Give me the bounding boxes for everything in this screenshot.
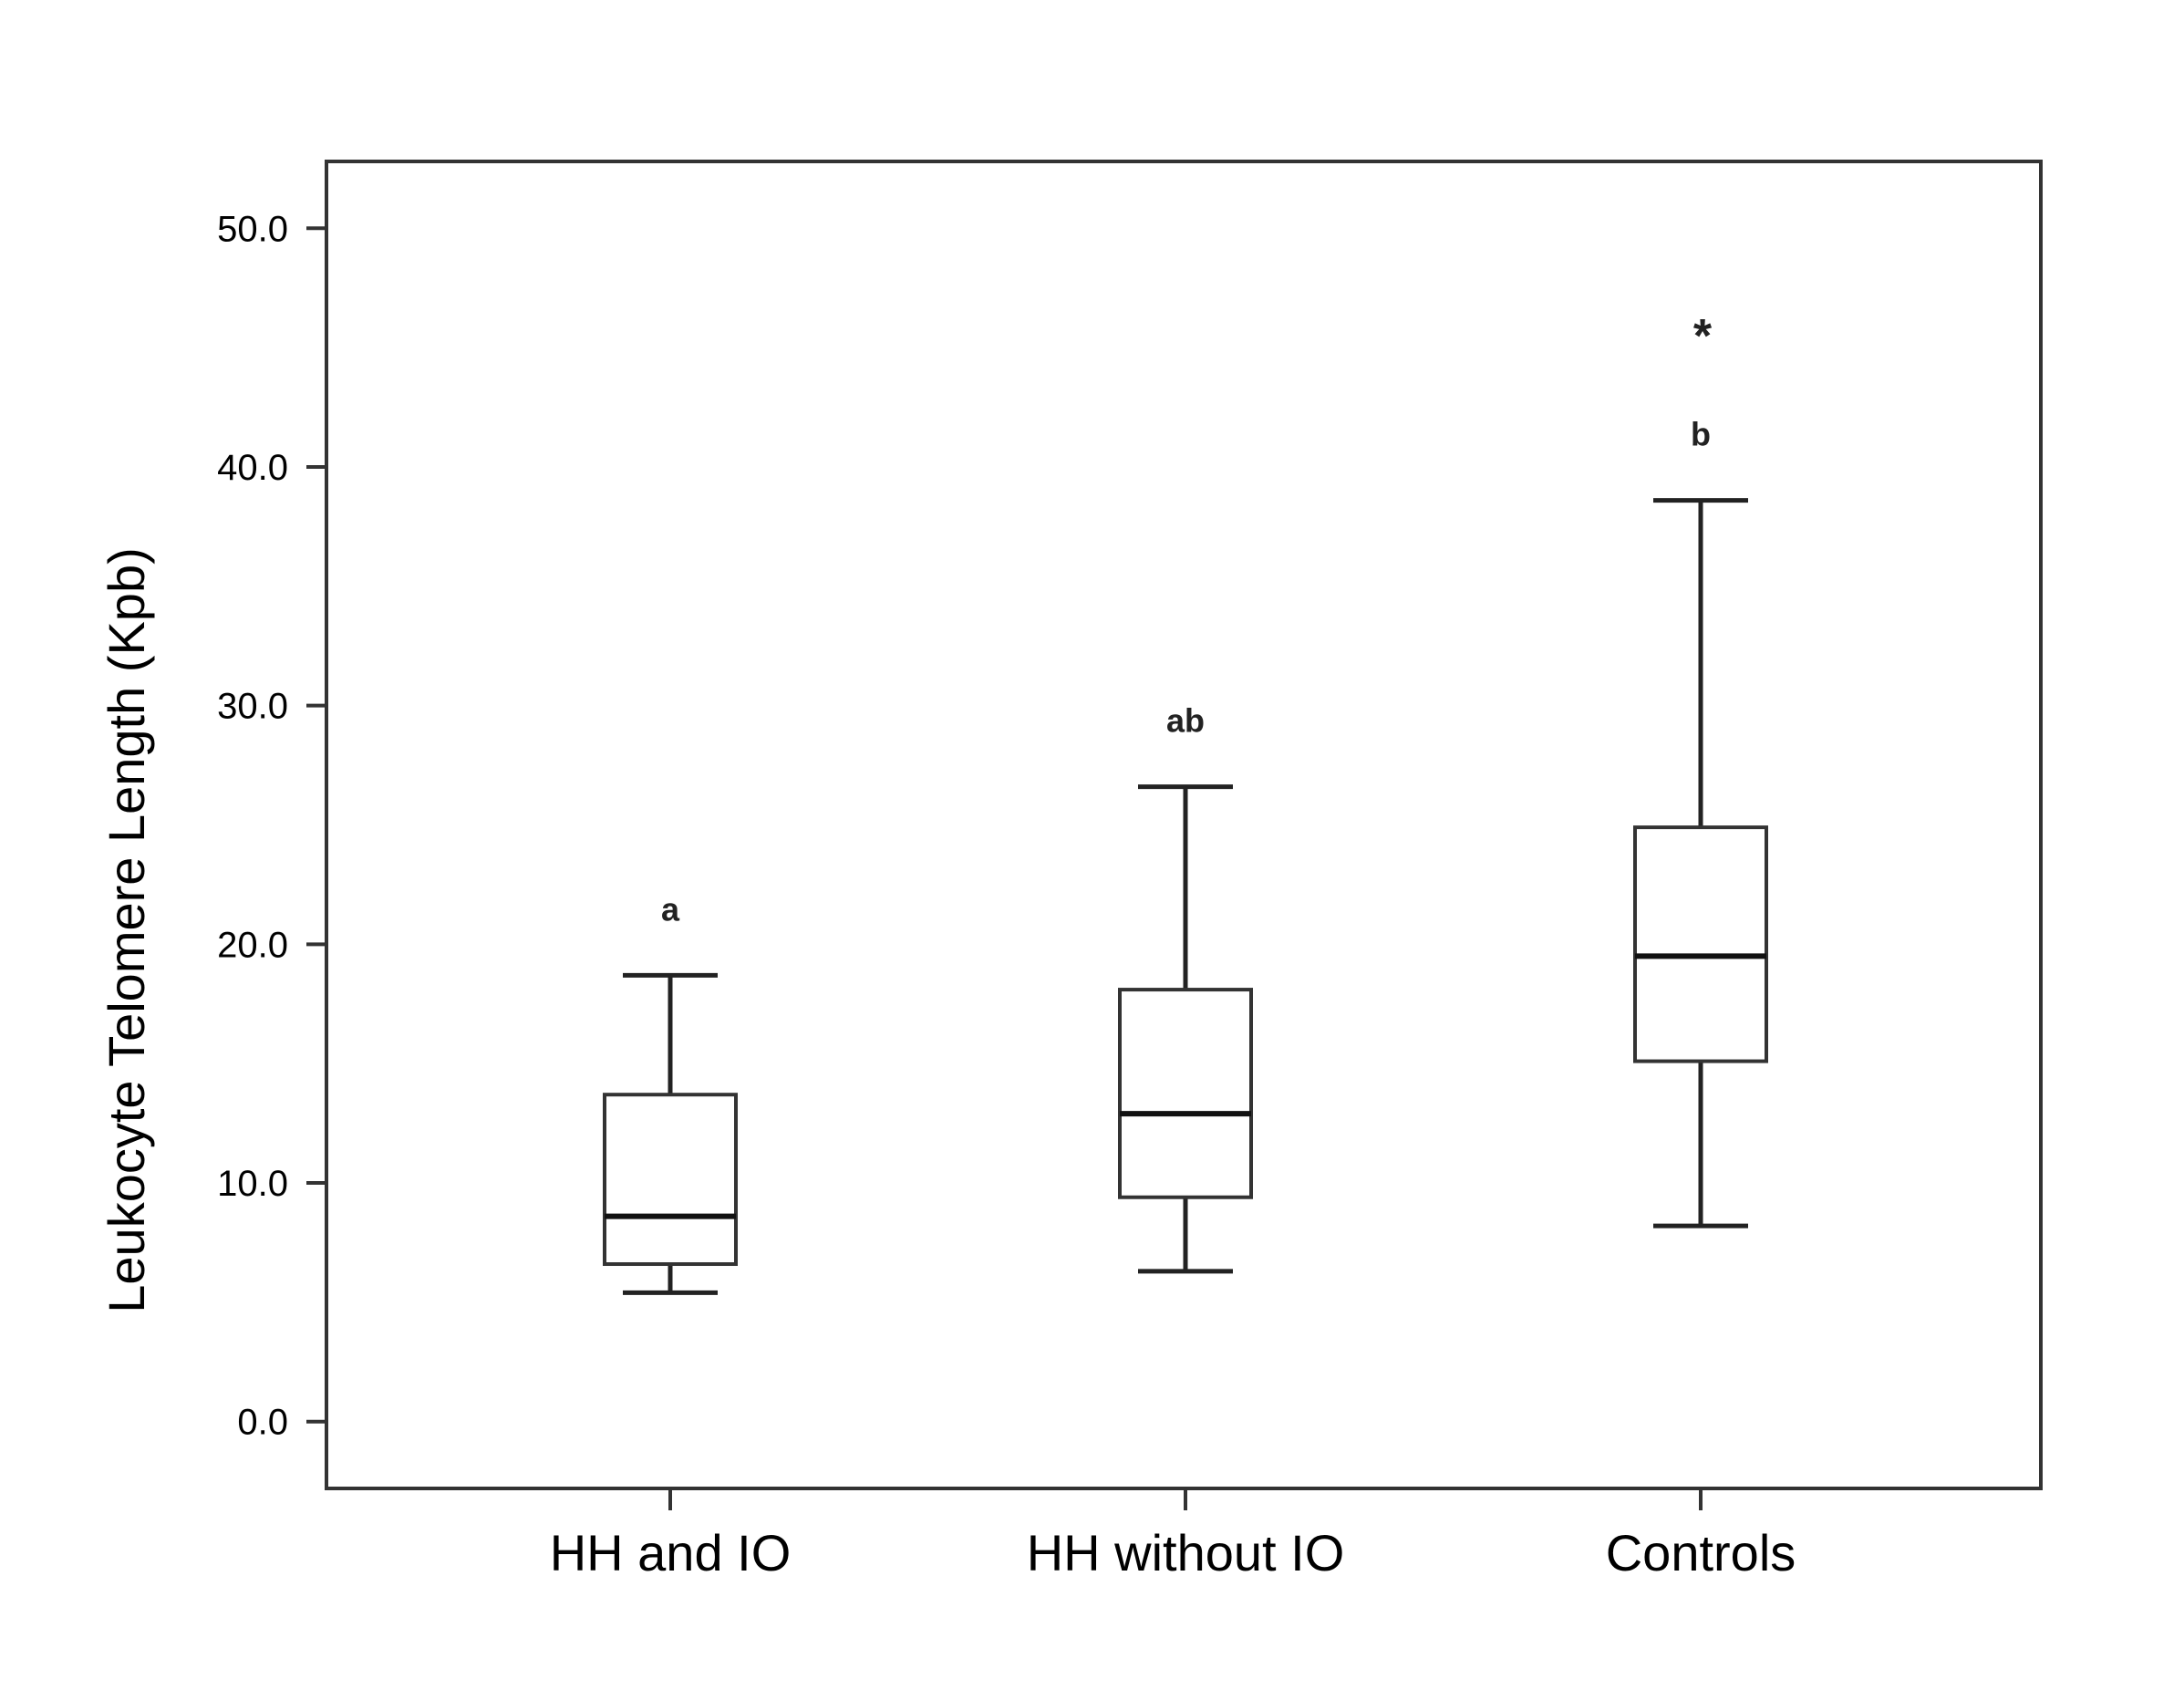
y-tick-label: 40.0	[217, 448, 288, 488]
significance-label: b	[1691, 416, 1711, 453]
y-tick-label: 0.0	[237, 1403, 288, 1443]
significance-label: a	[661, 890, 680, 928]
x-category-label: HH and IO	[550, 1524, 792, 1581]
box-group: a	[603, 890, 738, 1295]
significance-label: ab	[1166, 702, 1205, 740]
x-category-label: HH without IO	[1027, 1524, 1345, 1581]
box-group: ab	[1118, 702, 1253, 1274]
y-tick-label: 50.0	[217, 209, 288, 249]
y-tick-label: 10.0	[217, 1164, 288, 1204]
iqr-box	[1118, 988, 1253, 1199]
x-axis: HH and IO HH without IO Controls	[550, 1488, 1796, 1581]
iqr-box	[603, 1093, 738, 1267]
y-tick-label: 20.0	[217, 925, 288, 965]
outlier-marker: *	[1693, 310, 1713, 363]
iqr-box	[1633, 825, 1768, 1063]
box-group: b*	[1633, 310, 1768, 1229]
y-axis-title: Leukocyte Telomere Length (Kpb)	[98, 547, 155, 1312]
x-category-label: Controls	[1606, 1524, 1796, 1581]
y-tick-label: 30.0	[217, 687, 288, 727]
y-axis: 0.0 10.0 20.0 30.0 40.0 50.0	[217, 209, 326, 1443]
